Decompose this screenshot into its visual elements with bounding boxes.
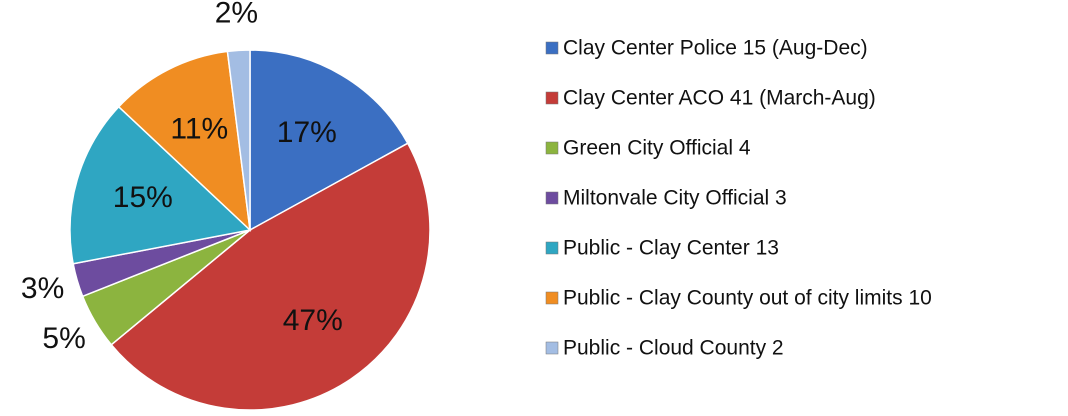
legend-swatch bbox=[545, 91, 559, 105]
legend-swatch bbox=[545, 241, 559, 255]
legend-label: Public - Clay County out of city limits … bbox=[563, 287, 932, 310]
slice-label: 15% bbox=[113, 181, 173, 214]
legend-label: Clay Center Police 15 (Aug-Dec) bbox=[563, 37, 868, 60]
legend-swatch bbox=[545, 341, 559, 355]
pie-slice bbox=[110, 142, 431, 411]
pie-slice bbox=[226, 49, 251, 231]
slice-label: 17% bbox=[277, 116, 337, 149]
legend-swatch bbox=[545, 141, 559, 155]
slice-label: 3% bbox=[21, 272, 64, 305]
slice-label: 5% bbox=[42, 322, 85, 355]
pie-slice bbox=[249, 49, 409, 232]
pie-slice bbox=[69, 105, 252, 265]
slice-label: 2% bbox=[215, 0, 258, 29]
legend-swatch bbox=[545, 191, 559, 205]
pie-slice bbox=[117, 50, 252, 232]
legend-swatch bbox=[545, 291, 559, 305]
legend-label: Green City Official 4 bbox=[563, 137, 751, 160]
legend-label: Public - Cloud County 2 bbox=[563, 337, 784, 360]
legend-label: Miltonvale City Official 3 bbox=[563, 187, 787, 210]
legend-swatch bbox=[545, 41, 559, 55]
legend-label: Public - Clay Center 13 bbox=[563, 237, 779, 260]
slice-label: 47% bbox=[283, 304, 343, 337]
legend-label: Clay Center ACO 41 (March-Aug) bbox=[563, 87, 876, 110]
slice-label: 11% bbox=[170, 112, 228, 145]
